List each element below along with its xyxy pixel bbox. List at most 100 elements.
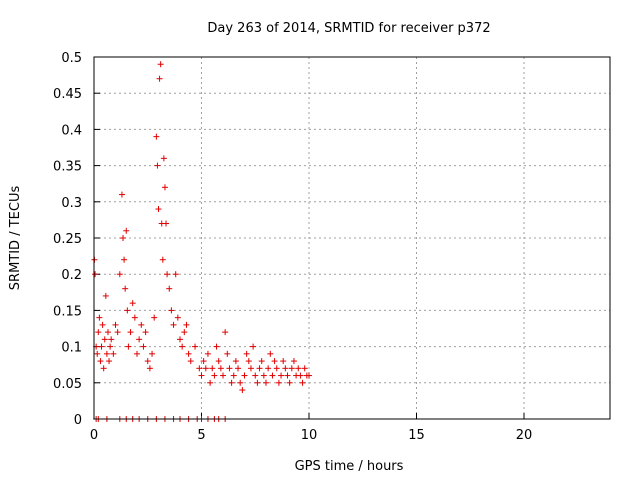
- data-point: [202, 365, 209, 372]
- data-point: [284, 372, 291, 379]
- data-point: [196, 365, 203, 372]
- data-point: [217, 365, 224, 372]
- data-point: [241, 372, 248, 379]
- data-point: [153, 133, 160, 140]
- data-point: [96, 314, 103, 321]
- data-point: [207, 379, 214, 386]
- data-point: [172, 271, 179, 278]
- data-point: [267, 350, 274, 357]
- data-point: [250, 343, 257, 350]
- x-axis-label: GPS time / hours: [295, 459, 404, 474]
- data-point: [123, 227, 130, 234]
- data-point: [108, 336, 115, 343]
- grid-lines: [94, 57, 610, 419]
- y-axis-label: SRMTID / TECUs: [8, 186, 23, 291]
- data-point: [269, 372, 276, 379]
- data-point: [92, 271, 99, 278]
- data-point: [174, 314, 181, 321]
- data-point: [121, 256, 128, 263]
- data-point: [170, 321, 177, 328]
- data-point: [256, 365, 263, 372]
- y-tick-label: 0.05: [53, 377, 82, 392]
- data-point: [222, 329, 229, 336]
- data-point: [157, 61, 164, 68]
- data-point: [286, 379, 293, 386]
- y-tick-label: 0.4: [61, 123, 82, 138]
- data-point: [275, 379, 282, 386]
- data-point: [254, 379, 261, 386]
- data-point: [112, 321, 119, 328]
- data-point: [127, 329, 134, 336]
- data-point: [106, 358, 113, 365]
- data-point: [95, 329, 102, 336]
- data-point: [273, 365, 280, 372]
- data-point: [198, 372, 205, 379]
- data-point: [149, 350, 156, 357]
- y-tick-label: 0.35: [53, 160, 82, 175]
- data-point: [226, 365, 233, 372]
- data-point: [103, 350, 110, 357]
- data-point: [100, 365, 107, 372]
- data-point: [280, 358, 287, 365]
- data-point: [94, 350, 101, 357]
- data-points: [91, 61, 312, 422]
- data-point: [228, 379, 235, 386]
- data-point: [146, 365, 153, 372]
- data-point: [138, 321, 145, 328]
- data-point: [243, 350, 250, 357]
- data-point: [258, 358, 265, 365]
- x-tick-label: 20: [516, 428, 533, 443]
- data-point: [102, 292, 109, 299]
- data-point: [114, 329, 121, 336]
- data-point: [192, 343, 199, 350]
- x-tick-label: 0: [90, 428, 98, 443]
- data-point: [156, 75, 163, 82]
- axis-ticks: 0 5 10 15 20 0 0.05 0.1 0.15 0.2 0.25 0.3 0.35 0.4 0.4…: [53, 51, 532, 443]
- data-point: [177, 336, 183, 343]
- data-point: [288, 365, 295, 372]
- data-point: [301, 365, 308, 372]
- data-point: [185, 350, 192, 357]
- data-point: [204, 350, 211, 357]
- data-point: [230, 372, 237, 379]
- data-point: [265, 365, 272, 372]
- data-point: [166, 285, 173, 292]
- data-point: [295, 365, 302, 372]
- data-point: [215, 358, 222, 365]
- data-point: [151, 314, 158, 321]
- data-point: [98, 343, 105, 350]
- data-point: [154, 162, 161, 169]
- data-point: [160, 155, 167, 162]
- data-point: [168, 307, 175, 314]
- data-point: [187, 358, 194, 365]
- data-point: [125, 343, 132, 350]
- data-point: [278, 372, 285, 379]
- data-point: [299, 379, 306, 386]
- data-point: [224, 350, 231, 357]
- x-tick-label: 10: [301, 428, 318, 443]
- data-point: [271, 358, 278, 365]
- data-point: [183, 321, 190, 328]
- data-point: [235, 365, 242, 372]
- data-point: [209, 365, 216, 372]
- data-point: [245, 358, 252, 365]
- data-point: [129, 300, 136, 307]
- data-point: [161, 184, 168, 191]
- data-point: [116, 271, 123, 278]
- data-point: [136, 336, 143, 343]
- data-point: [252, 372, 259, 379]
- data-point: [144, 358, 151, 365]
- data-point: [104, 329, 111, 336]
- y-tick-label: 0.25: [53, 232, 82, 247]
- data-point: [120, 235, 127, 241]
- data-point: [110, 350, 117, 357]
- y-tick-label: 0.5: [61, 51, 82, 66]
- data-point: [124, 307, 131, 314]
- y-tick-label: 0.45: [53, 87, 82, 102]
- data-point: [200, 358, 207, 365]
- data-point: [290, 358, 297, 365]
- x-tick-label: 5: [197, 428, 205, 443]
- y-tick-label: 0: [74, 413, 82, 428]
- data-point: [239, 387, 246, 394]
- data-point: [122, 285, 129, 292]
